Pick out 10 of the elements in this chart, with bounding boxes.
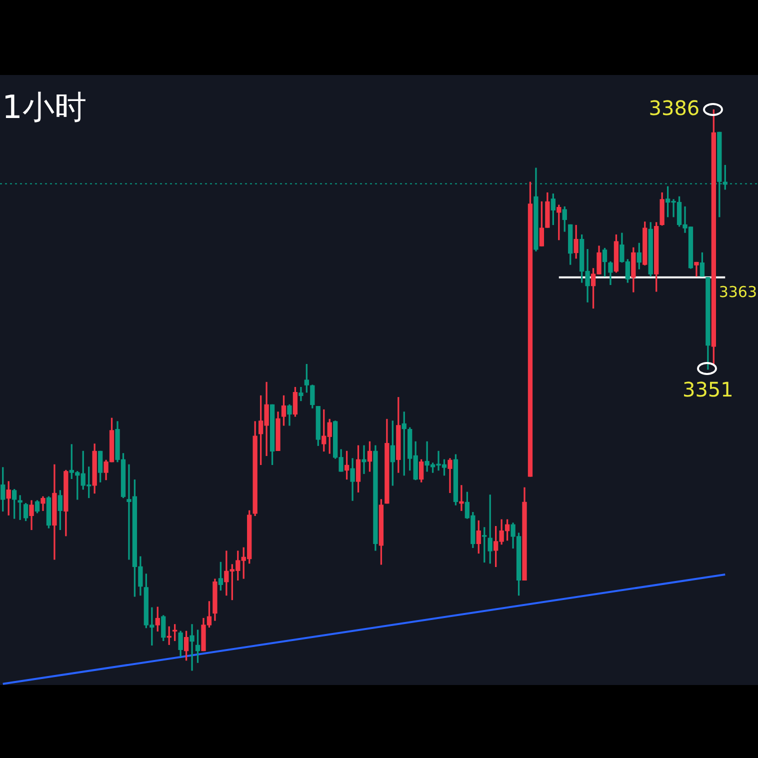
candlestick [190, 624, 194, 671]
candlestick [362, 445, 366, 474]
annotation: 3351 [682, 378, 734, 402]
candlestick [694, 262, 699, 277]
candlestick [448, 458, 452, 494]
annotation: 3363 [718, 282, 757, 301]
annotation: 3386 [648, 96, 700, 120]
candlestick [18, 495, 22, 520]
chart-title: 1小时 [2, 87, 86, 128]
candlestick [459, 485, 464, 511]
